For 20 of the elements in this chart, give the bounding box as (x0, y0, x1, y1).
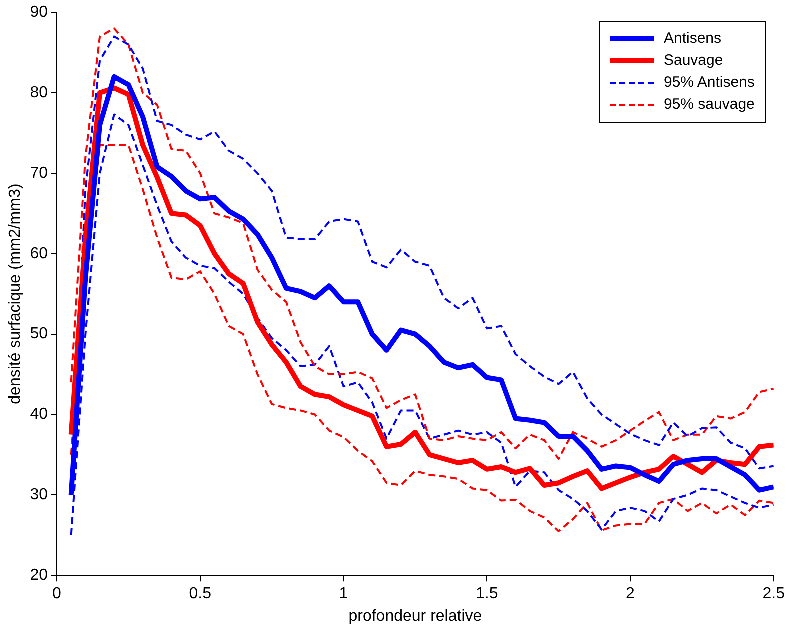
x-axis-title: profondeur relative (348, 608, 482, 625)
y-tick-label: 60 (30, 245, 48, 262)
legend-label: Antisens (664, 30, 722, 48)
y-tick-label: 30 (30, 486, 48, 504)
x-tick-label: 1.5 (476, 586, 498, 603)
x-tick-label: 2.5 (762, 586, 786, 603)
y-tick-label: 40 (30, 406, 48, 424)
x-tick-label: 2 (626, 586, 636, 603)
y-tick-label: 20 (30, 567, 48, 584)
x-tick-label: 1 (339, 586, 348, 603)
y-tick-label: 90 (30, 4, 48, 22)
legend-label: Sauvage (664, 52, 724, 70)
legend-label: 95% Antisens (664, 74, 755, 92)
legend-label: 95% sauvage (664, 96, 755, 114)
y-tick-label: 80 (30, 84, 48, 102)
x-tick-label: 0 (52, 586, 62, 603)
y-tick-label: 50 (30, 326, 48, 343)
y-axis-title: densité surfacique (mm2/mm3) (7, 184, 24, 404)
y-tick-label: 70 (30, 164, 48, 182)
x-tick-label: 0.5 (189, 586, 212, 603)
